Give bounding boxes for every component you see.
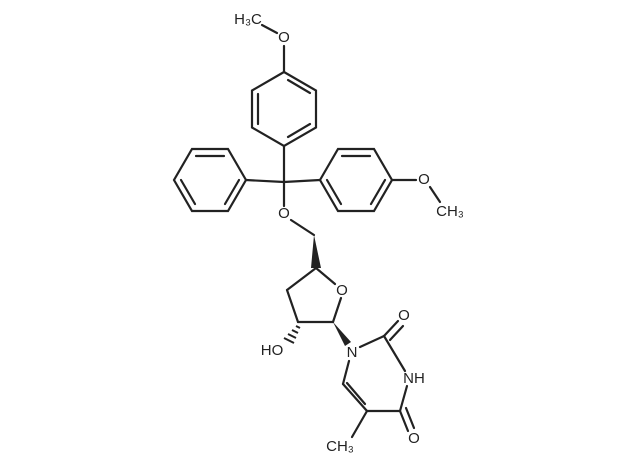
atom-label: NH	[403, 370, 425, 387]
bonds	[172, 23, 442, 439]
atom-label: O	[398, 307, 410, 324]
wedge-bond	[311, 235, 321, 268]
atom-label: CH₃	[326, 438, 354, 455]
hashed-bond	[283, 325, 301, 344]
atom-label: O	[278, 29, 290, 46]
atom-label: H₃C	[234, 11, 262, 28]
atom-label: HO	[261, 342, 284, 359]
atom-label: CH₃	[436, 203, 464, 220]
wedge-bond	[333, 322, 351, 346]
atom-label: O	[278, 205, 290, 222]
atom-label: O	[336, 282, 348, 299]
atom-label: O	[418, 171, 430, 188]
atom-label: O	[408, 430, 420, 447]
atom-label: N	[347, 344, 358, 361]
